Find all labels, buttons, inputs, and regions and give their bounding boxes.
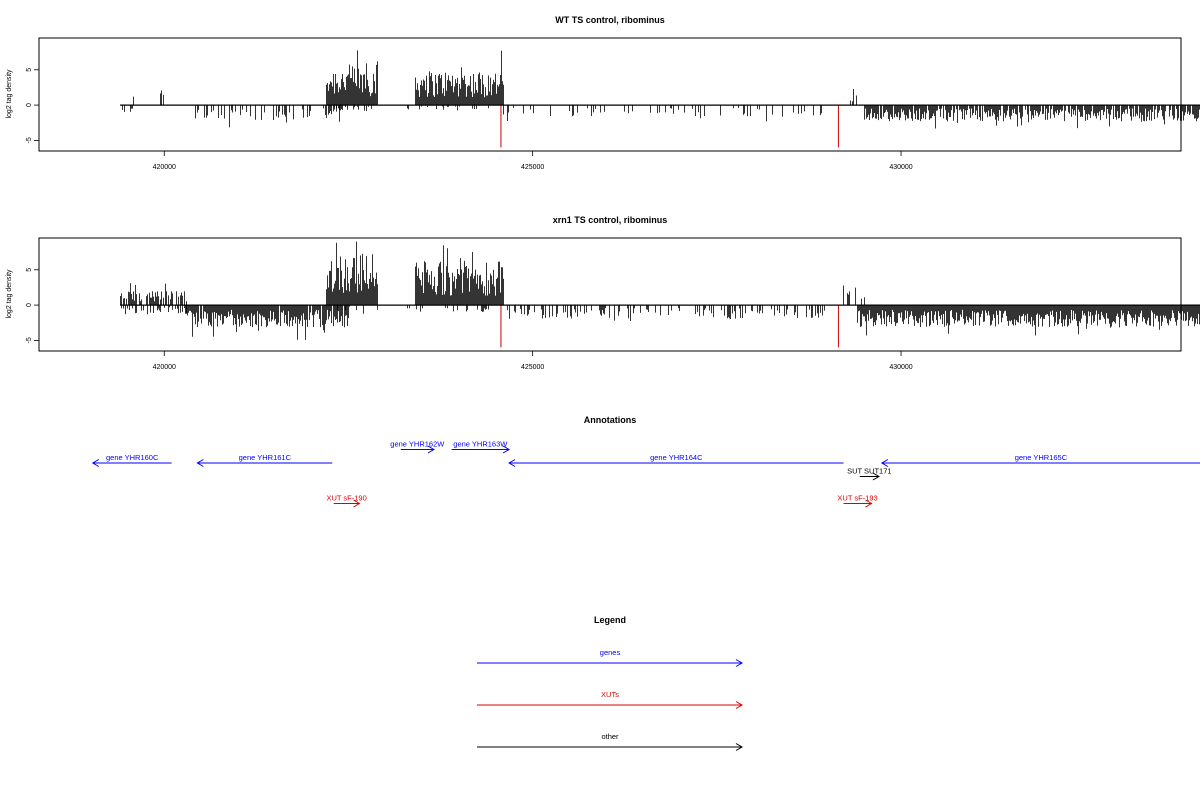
legend-arrow-head [735, 659, 743, 667]
legend-item-label: other [601, 732, 619, 741]
legend-item-label: XUTs [601, 690, 619, 699]
annotations-title: Annotations [584, 415, 637, 425]
wt-y-tick-label: 5 [26, 68, 33, 72]
xrn1-y-tick-label: 0 [26, 303, 33, 307]
feature-label: gene YHR165C [1015, 453, 1068, 462]
xrn1-track-title: xrn1 TS control, ribominus [553, 215, 668, 225]
xrn1-x-tick-label: 430000 [889, 364, 912, 371]
wt-y-ticks: -5 0 5 [26, 68, 39, 144]
feature-label: gene YHR162W [390, 440, 445, 449]
xrn1-y-ticks: -5 0 5 [26, 268, 39, 344]
feature-label: XUT sF-190 [326, 494, 366, 503]
wt-track-title: WT TS control, ribominus [555, 15, 665, 25]
feature-arrow-head [91, 459, 100, 467]
feature-arrow-head [508, 459, 516, 467]
xrn1-y-tick-label: -5 [26, 337, 33, 343]
wt-x-tick-label: 430000 [889, 164, 912, 171]
legend-items: genes XUTs other [477, 648, 743, 751]
legend-panel: Legend genes XUTs other [477, 615, 743, 751]
wt-x-tick-label: 420000 [153, 164, 176, 171]
feature-label: gene YHR160C [106, 453, 159, 462]
xrn1-bars [120, 241, 1200, 348]
feature-label: gene YHR163W [453, 440, 508, 449]
feature-label: XUT sF-193 [837, 494, 877, 503]
xrn1-x-tick-label: 420000 [153, 364, 176, 371]
feature-arrow-head [427, 445, 435, 454]
annotation-features: gene YHR160C gene YHR161C gene YHR162W gene… [91, 440, 1200, 508]
wt-bars [120, 50, 1200, 148]
xrn1-track-panel: xrn1 TS control, ribominus log2 tag dens… [6, 215, 1200, 371]
legend-title: Legend [594, 615, 626, 625]
legend-arrow-head [735, 701, 743, 709]
feature-label: SUT SUT171 [847, 467, 891, 476]
annotations-panel: Annotations gene YHR160C gene YHR161Cgene… [91, 415, 1200, 508]
wt-y-tick-label: 0 [26, 103, 33, 107]
legend-arrow-head [735, 743, 743, 751]
feature-arrow-head [880, 459, 889, 467]
wt-x-ticks: 420000 425000 430000 [153, 151, 913, 171]
feature-label: gene YHR164C [650, 453, 703, 462]
feature-arrow-head [353, 499, 361, 508]
wt-y-tick-label: -5 [26, 137, 33, 143]
feature-arrow-head [872, 472, 880, 481]
wt-plot-frame [38, 37, 1182, 152]
feature-arrow-head [865, 499, 873, 508]
xrn1-x-ticks: 420000 425000 430000 [153, 351, 913, 371]
feature-label: gene YHR161C [239, 453, 292, 462]
legend-item-label: genes [600, 648, 621, 657]
xrn1-x-tick-label: 425000 [521, 364, 544, 371]
xrn1-y-axis-label: log2 tag density [6, 269, 13, 319]
wt-y-axis-label: log2 tag density [6, 69, 13, 119]
xrn1-plot-frame [38, 237, 1182, 352]
wt-track-panel: WT TS control, ribominus log2 tag densit… [6, 15, 1200, 171]
feature-arrow-head [196, 459, 204, 467]
xrn1-y-tick-label: 5 [26, 268, 33, 272]
wt-x-tick-label: 425000 [521, 164, 544, 171]
feature-arrow-head [502, 445, 511, 454]
